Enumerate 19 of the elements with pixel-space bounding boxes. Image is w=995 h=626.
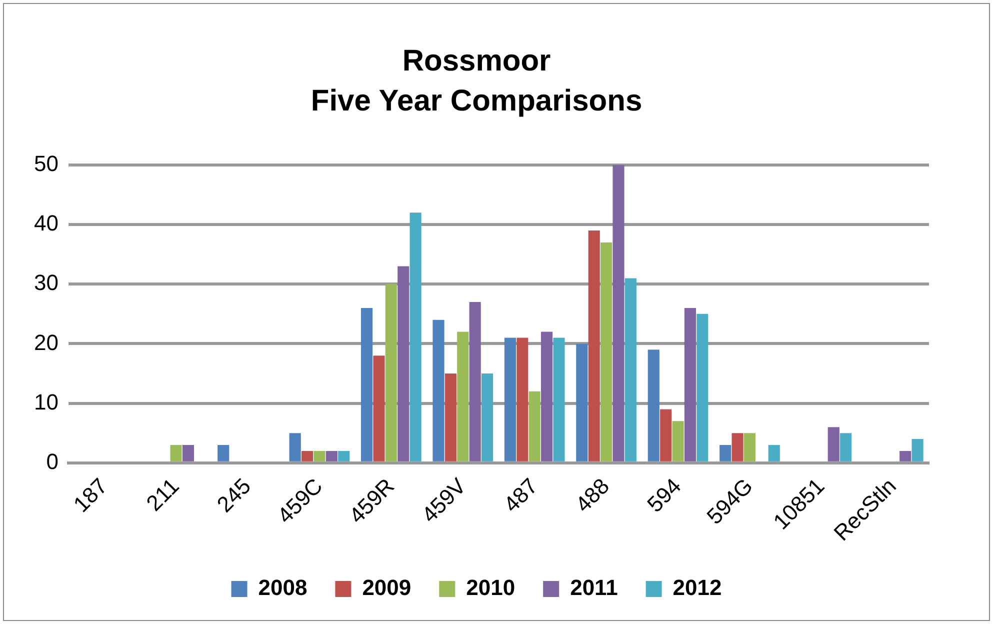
- legend-label: 2009: [362, 575, 412, 600]
- chart-title: Rossmoor: [402, 44, 552, 78]
- legend-label: 2012: [672, 575, 722, 600]
- y-tick-label: 50: [34, 151, 58, 176]
- x-tick-label: 488: [570, 473, 614, 517]
- y-tick-label: 0: [46, 448, 58, 474]
- legend-label: 2011: [570, 575, 618, 600]
- x-tick-label: 594: [642, 473, 686, 517]
- x-tick-label: 211: [141, 473, 184, 516]
- y-tick-label: 30: [34, 270, 58, 296]
- y-tick-label: 20: [34, 330, 58, 355]
- x-tick-label: 245: [212, 473, 256, 517]
- y-tick-label: 40: [34, 210, 58, 236]
- legend-label: 2008: [258, 575, 308, 600]
- x-tick-label: 187: [68, 473, 112, 517]
- y-tick-label: 10: [34, 389, 58, 414]
- x-tick-label: 487: [498, 473, 542, 517]
- chart-subtitle: Five Year Comparisons: [310, 84, 642, 118]
- legend-label: 2010: [466, 575, 516, 600]
